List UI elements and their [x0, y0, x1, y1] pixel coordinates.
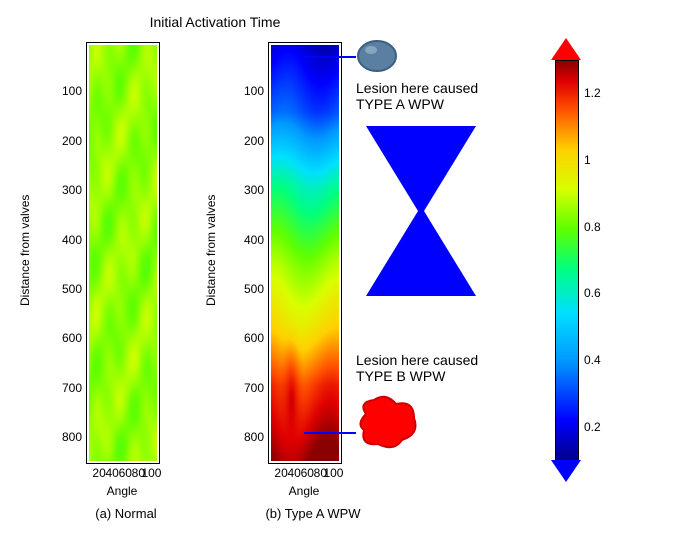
lesion-top-label: Lesion here caused TYPE A WPW	[356, 80, 516, 112]
colorbar-heatmap	[556, 61, 578, 461]
xticks-a: 20406080100	[86, 466, 158, 482]
lesion-bottom-blob-icon	[356, 394, 420, 452]
colorbar-arrow-top-icon	[551, 38, 581, 60]
lesion-top	[356, 38, 398, 74]
yticks-a: 100 200 300 400 500 600 700 800	[46, 42, 82, 462]
lesion-top-label-text: Lesion here caused TYPE A WPW	[356, 80, 478, 112]
panel-b-frame	[268, 42, 342, 464]
xaxis-label-b: Angle	[268, 484, 340, 498]
colorbar-tick: 1	[584, 153, 618, 167]
colorbar-tick: 0.2	[584, 420, 618, 434]
ytick: 400	[230, 233, 264, 247]
figure-title: Initial Activation Time	[80, 14, 350, 30]
ytick: 300	[230, 183, 264, 197]
yticks-b: 100 200 300 400 500 600 700 800	[228, 42, 264, 462]
ytick: 100	[48, 84, 82, 98]
yaxis-label-b: Distance from valves	[204, 120, 218, 380]
ytick: 700	[48, 381, 82, 395]
ytick: 100	[230, 84, 264, 98]
xtick: 100	[139, 466, 163, 480]
lesion-bottom-label: Lesion here caused TYPE B WPW	[356, 352, 516, 384]
ytick: 300	[48, 183, 82, 197]
colorbar-ticks: 0.2 0.4 0.6 0.8 1 1.2	[584, 60, 624, 460]
ytick: 800	[48, 430, 82, 444]
caption-b: (b) Type A WPW	[248, 506, 378, 521]
ytick: 200	[230, 134, 264, 148]
panel-b-heatmap	[271, 45, 339, 461]
lesion-bottom	[356, 394, 420, 452]
ytick: 800	[230, 430, 264, 444]
panel-a-frame	[86, 42, 160, 464]
lesion-top-disc-icon	[356, 38, 398, 74]
ytick: 600	[48, 331, 82, 345]
lesion-top-leader	[304, 56, 356, 58]
ytick: 600	[230, 331, 264, 345]
lesion-bottom-leader	[304, 432, 356, 434]
colorbar-tick: 1.2	[584, 86, 618, 100]
colorbar-tick: 0.8	[584, 220, 618, 234]
lesion-bottom-label-text: Lesion here caused TYPE B WPW	[356, 352, 478, 384]
colorbar-tick: 0.4	[584, 353, 618, 367]
caption-a: (a) Normal	[76, 506, 176, 521]
ytick: 700	[230, 381, 264, 395]
xaxis-label-a: Angle	[86, 484, 158, 498]
colorbar-tick: 0.6	[584, 286, 618, 300]
hourglass-shape-icon	[366, 126, 476, 296]
xticks-b: 20406080100	[268, 466, 340, 482]
colorbar-arrow-bottom-icon	[551, 460, 581, 482]
xtick: 100	[321, 466, 345, 480]
yaxis-label-a: Distance from valves	[18, 120, 32, 380]
panel-a-heatmap	[89, 45, 157, 461]
ytick: 500	[230, 282, 264, 296]
ytick: 200	[48, 134, 82, 148]
ytick: 500	[48, 282, 82, 296]
colorbar-frame	[555, 60, 579, 462]
ytick: 400	[48, 233, 82, 247]
